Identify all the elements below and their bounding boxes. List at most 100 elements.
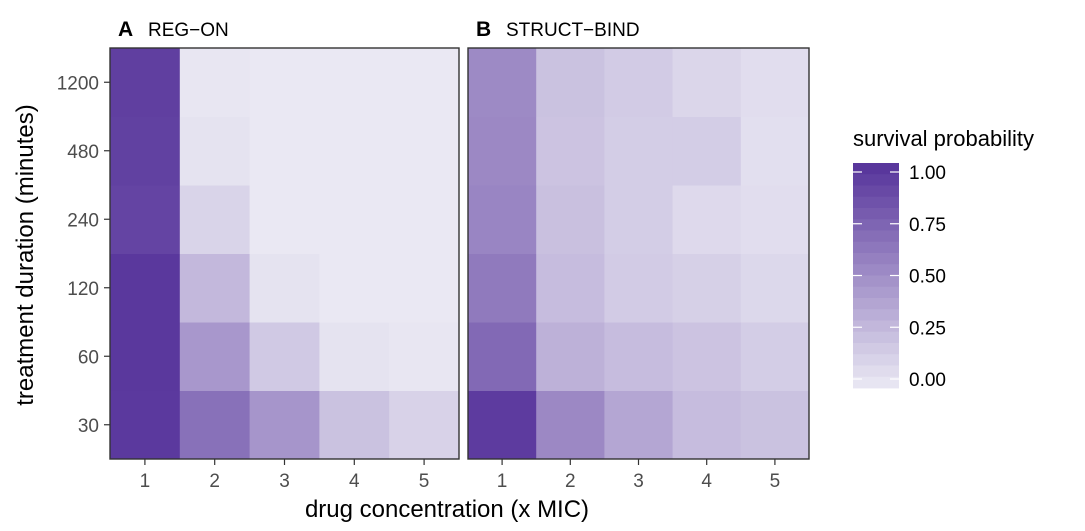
panel-b-cell-4-480 xyxy=(672,116,742,186)
legend-color-step xyxy=(853,241,899,254)
legend-color-step xyxy=(853,174,899,186)
legend-color-step xyxy=(853,376,899,389)
panel-b-cell-2-120 xyxy=(536,253,605,323)
legend-ticks: 1.00 0.75 0.50 0.25 0.00 xyxy=(853,163,946,391)
panel-a-cell-3-60 xyxy=(249,322,320,391)
panel-b-cell-3-480 xyxy=(604,116,674,186)
panel-b-cell-4-1200 xyxy=(672,48,742,117)
axes: 30 60 120 240 480 1200 1 2 3 4 5 1 2 3 4 5 xyxy=(57,73,780,492)
panel-a-cell-1-120 xyxy=(110,253,181,323)
panel-b-heatmap xyxy=(467,47,810,460)
panel-b-cell-2-480 xyxy=(536,116,605,186)
panel-a-cell-5-1200 xyxy=(389,48,460,117)
panel-b-cell-5-480 xyxy=(740,116,810,186)
panel-b-cell-3-120 xyxy=(604,253,674,323)
panel-a-cell-4-480 xyxy=(319,116,390,186)
panel-b-cell-1-120 xyxy=(468,253,537,323)
panel-b-cell-4-240 xyxy=(672,185,742,254)
panel-b-cell-3-60 xyxy=(604,322,674,391)
legend-color-step xyxy=(853,208,899,220)
panel-b-cell-4-120 xyxy=(672,253,742,323)
panel-a-cell-3-30 xyxy=(249,390,320,460)
panel-b-x-tick-label: 1 xyxy=(497,471,508,492)
legend-color-step xyxy=(853,275,899,288)
legend-tick-label: 0.00 xyxy=(909,370,946,391)
panel-a-label: REG−ON xyxy=(148,20,229,41)
panel-a-cell-4-1200 xyxy=(319,48,390,117)
panel-b-label: STRUCT−BIND xyxy=(506,20,640,41)
panel-a-cell-1-1200 xyxy=(110,48,181,117)
panel-b-cell-5-30 xyxy=(740,390,810,460)
panel-a-cell-3-120 xyxy=(249,253,320,323)
panel-a-x-tick-label: 1 xyxy=(140,471,151,492)
legend-color-step xyxy=(853,298,899,310)
panel-a-x-tick-label: 2 xyxy=(209,471,220,492)
panel-a-cell-5-30 xyxy=(389,390,460,460)
panel-b-letter: B xyxy=(476,18,491,41)
panel-a-cell-3-1200 xyxy=(249,48,320,117)
legend-colorbar xyxy=(853,163,899,389)
panel-a-x-tick-label: 3 xyxy=(279,471,290,492)
panel-b-cell-2-60 xyxy=(536,322,605,391)
panel-b-x-tick-label: 3 xyxy=(633,471,644,492)
panel-a-cell-1-30 xyxy=(110,390,181,460)
panel-b-cell-3-1200 xyxy=(604,48,674,117)
panel-a-cell-2-120 xyxy=(179,253,251,323)
panel-a-x-tick-label: 4 xyxy=(349,471,360,492)
panel-b-cell-1-60 xyxy=(468,322,537,391)
legend-color-step xyxy=(853,286,899,299)
legend-tick-label: 1.00 xyxy=(909,163,946,184)
legend-title: survival probability xyxy=(853,126,1034,151)
panel-a-x-tick-label: 5 xyxy=(419,471,430,492)
panel-b-x-tick-label: 5 xyxy=(770,471,781,492)
legend-color-step xyxy=(853,309,899,321)
panel-b-cell-5-1200 xyxy=(740,48,810,117)
panel-b-title: B STRUCT−BIND xyxy=(476,18,640,41)
panel-a-cell-5-240 xyxy=(389,185,460,254)
legend-color-step xyxy=(853,354,899,366)
panel-b-cell-2-1200 xyxy=(536,48,605,117)
panel-b-cell-3-30 xyxy=(604,390,674,460)
panel-a-title: A REG−ON xyxy=(118,18,229,41)
panel-a-letter: A xyxy=(118,18,133,41)
y-axis-title: treatment duration (minutes) xyxy=(12,104,39,405)
legend-color-step xyxy=(853,253,899,265)
legend-color-step xyxy=(853,163,899,175)
panel-b-cell-4-30 xyxy=(672,390,742,460)
panel-a-cell-5-480 xyxy=(389,116,460,186)
panel-a-cell-2-60 xyxy=(179,322,251,391)
y-tick-label: 30 xyxy=(78,416,99,437)
y-tick-label: 60 xyxy=(78,347,99,368)
panel-a-cell-4-30 xyxy=(319,390,390,460)
legend-color-step xyxy=(853,219,899,231)
legend: survival probability 1.00 0.75 0.50 0.25 0.0… xyxy=(853,126,1034,391)
panel-b-cell-1-240 xyxy=(468,185,537,254)
panel-b-x-tick-label: 2 xyxy=(565,471,576,492)
panel-a-cell-4-120 xyxy=(319,253,390,323)
panel-b-cell-4-60 xyxy=(672,322,742,391)
panel-a-cell-1-60 xyxy=(110,322,181,391)
panel-b-cell-1-1200 xyxy=(468,48,537,117)
panel-a-cell-1-240 xyxy=(110,185,181,254)
panel-a-cell-3-480 xyxy=(249,116,320,186)
panel-b-cell-2-30 xyxy=(536,390,605,460)
panel-a-cell-5-60 xyxy=(389,322,460,391)
y-tick-label: 1200 xyxy=(57,73,99,94)
legend-color-step xyxy=(853,196,899,209)
panel-b-cell-5-240 xyxy=(740,185,810,254)
panel-a-cell-2-1200 xyxy=(179,48,251,117)
legend-color-step xyxy=(853,365,899,378)
legend-color-step xyxy=(853,264,899,276)
panel-b-cell-3-240 xyxy=(604,185,674,254)
panel-b-cell-1-480 xyxy=(468,116,537,186)
panel-a-cell-2-240 xyxy=(179,185,251,254)
legend-color-step xyxy=(853,230,899,243)
y-tick-label: 120 xyxy=(67,279,99,300)
panel-a-heatmap xyxy=(109,47,460,460)
panel-a-cell-3-240 xyxy=(249,185,320,254)
legend-color-step xyxy=(853,343,899,355)
y-tick-label: 240 xyxy=(67,210,99,231)
panel-b-cell-2-240 xyxy=(536,185,605,254)
